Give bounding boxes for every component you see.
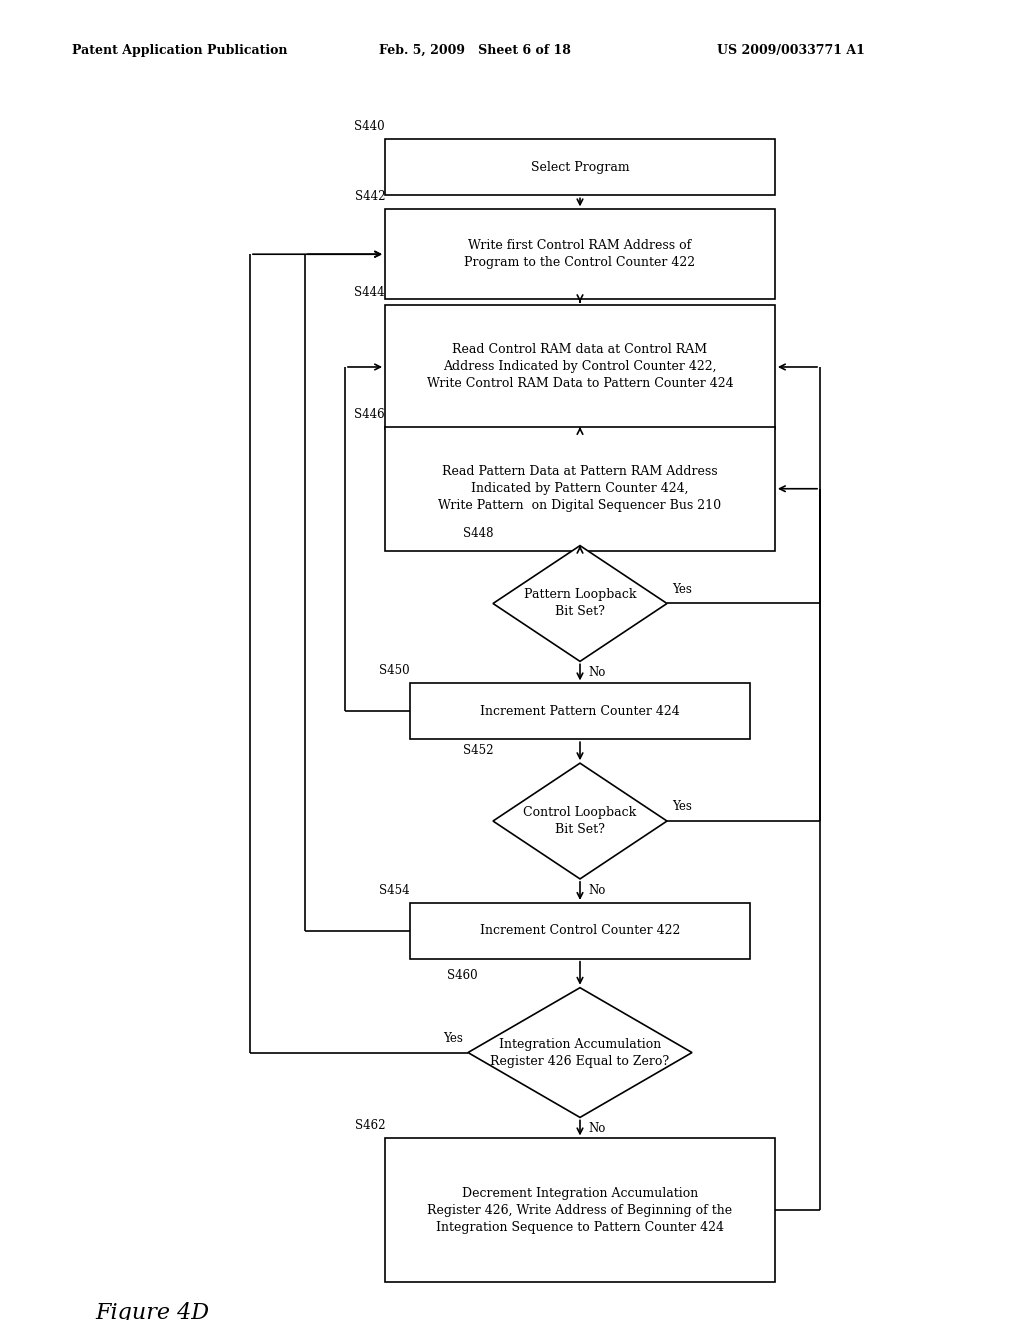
Text: S462: S462	[354, 1119, 385, 1133]
Text: Increment Pattern Counter 424: Increment Pattern Counter 424	[480, 705, 680, 718]
Text: Increment Control Counter 422: Increment Control Counter 422	[480, 924, 680, 937]
Text: S452: S452	[463, 744, 493, 758]
Text: S460: S460	[447, 969, 478, 982]
Polygon shape	[493, 545, 667, 661]
Bar	[385, 1138, 775, 1282]
Bar	[410, 684, 750, 739]
Text: No: No	[588, 667, 605, 680]
Bar	[385, 305, 775, 429]
Text: S444: S444	[354, 286, 385, 300]
Text: S442: S442	[354, 190, 385, 203]
Text: S454: S454	[379, 884, 410, 896]
Text: S446: S446	[354, 408, 385, 421]
Text: Write first Control RAM Address of
Program to the Control Counter 422: Write first Control RAM Address of Progr…	[465, 239, 695, 269]
Bar	[385, 210, 775, 300]
Text: Pattern Loopback
Bit Set?: Pattern Loopback Bit Set?	[523, 589, 636, 619]
Text: No: No	[588, 1122, 605, 1135]
Text: Yes: Yes	[672, 582, 692, 595]
Text: Control Loopback
Bit Set?: Control Loopback Bit Set?	[523, 807, 637, 836]
Text: Figure 4D: Figure 4D	[95, 1302, 209, 1320]
Text: Decrement Integration Accumulation
Register 426, Write Address of Beginning of t: Decrement Integration Accumulation Regis…	[427, 1187, 732, 1234]
Text: S440: S440	[354, 120, 385, 133]
Polygon shape	[493, 763, 667, 879]
Text: Select Program: Select Program	[530, 161, 630, 174]
Text: S450: S450	[379, 664, 410, 677]
Polygon shape	[468, 987, 692, 1118]
Text: Integration Accumulation
Register 426 Equal to Zero?: Integration Accumulation Register 426 Eq…	[490, 1038, 670, 1068]
Text: Read Pattern Data at Pattern RAM Address
Indicated by Pattern Counter 424,
Write: Read Pattern Data at Pattern RAM Address…	[438, 465, 722, 512]
Text: Feb. 5, 2009   Sheet 6 of 18: Feb. 5, 2009 Sheet 6 of 18	[379, 44, 570, 57]
Text: No: No	[588, 884, 605, 896]
Bar	[410, 903, 750, 958]
Text: Read Control RAM data at Control RAM
Address Indicated by Control Counter 422,
W: Read Control RAM data at Control RAM Add…	[427, 343, 733, 391]
Text: S448: S448	[463, 527, 493, 540]
Text: Yes: Yes	[443, 1031, 463, 1044]
Bar	[385, 426, 775, 550]
Bar	[385, 140, 775, 195]
Text: US 2009/0033771 A1: US 2009/0033771 A1	[717, 44, 864, 57]
Text: Yes: Yes	[672, 800, 692, 813]
Text: Patent Application Publication: Patent Application Publication	[72, 44, 287, 57]
